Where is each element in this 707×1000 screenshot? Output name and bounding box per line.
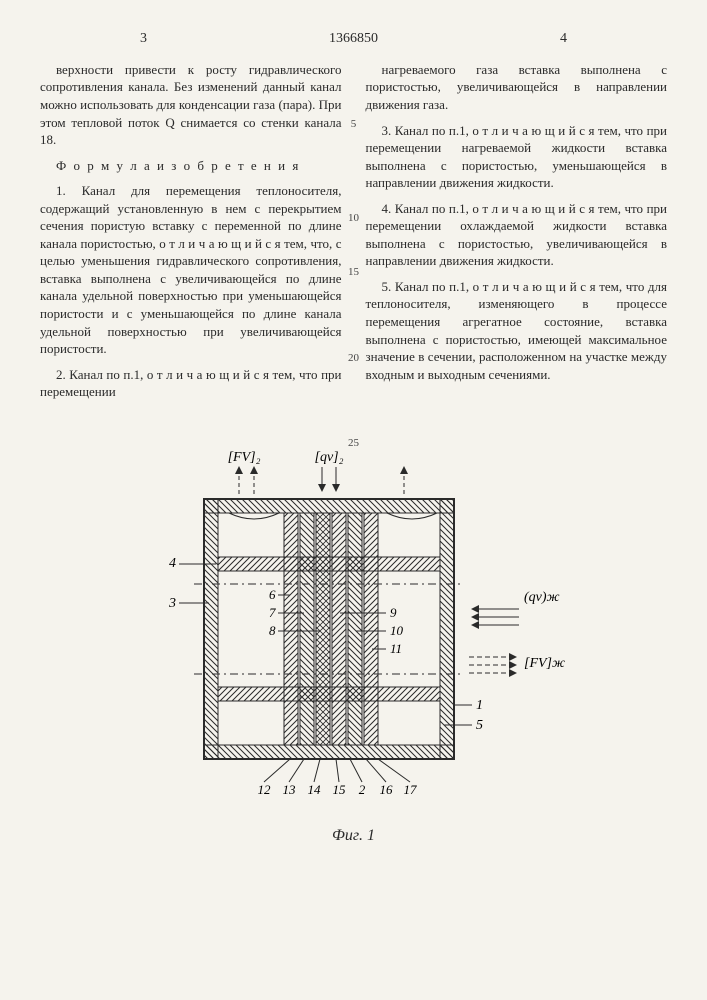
claim-5: 5. Канал по п.1, о т л и ч а ю щ и й с я… bbox=[366, 278, 668, 383]
callout-11: 11 bbox=[390, 641, 402, 656]
figure-caption: Фиг. 1 bbox=[40, 825, 667, 847]
paragraph: верхности привести к росту гидравлическо… bbox=[40, 61, 342, 149]
callout-bottom: 17 bbox=[403, 782, 417, 797]
callout-3: 3 bbox=[168, 596, 176, 611]
claim-4: 4. Канал по п.1, о т л и ч а ю щ и й с я… bbox=[366, 200, 668, 270]
figure-1: [FV]₂ [qv]₂ bbox=[40, 439, 667, 847]
figure-svg: [FV]₂ [qv]₂ bbox=[104, 439, 604, 819]
callout-9: 9 bbox=[390, 605, 397, 620]
callout-10: 10 bbox=[390, 623, 404, 638]
line-number: 25 bbox=[348, 436, 359, 451]
page-number-left: 3 bbox=[140, 30, 147, 49]
label-fv-zh: [FV]ж bbox=[524, 656, 565, 671]
callout-bottom: 12 bbox=[257, 782, 271, 797]
callout-bottom: 13 bbox=[282, 782, 296, 797]
paragraph: нагреваемого газа вставка выполнена с по… bbox=[366, 61, 668, 114]
callout-7: 7 bbox=[269, 605, 276, 620]
page-header: 3 1366850 4 bbox=[40, 30, 667, 49]
callout-8: 8 bbox=[269, 623, 276, 638]
line-number: 10 bbox=[348, 211, 359, 226]
label-qv2: [qv]₂ bbox=[314, 450, 343, 465]
callout-5: 5 bbox=[476, 718, 483, 733]
callout-4: 4 bbox=[169, 556, 176, 571]
label-fv2: [FV]₂ bbox=[227, 450, 260, 465]
line-number: 15 bbox=[348, 265, 359, 280]
text-body: 5 10 15 20 25 верхности привести к росту… bbox=[40, 61, 667, 409]
left-column: верхности привести к росту гидравлическо… bbox=[40, 61, 342, 409]
callout-1: 1 bbox=[476, 698, 483, 713]
claim-3: 3. Канал по п.1, о т л и ч а ю щ и й с я… bbox=[366, 122, 668, 192]
callout-bottom: 16 bbox=[379, 782, 393, 797]
callout-bottom: 15 bbox=[332, 782, 346, 797]
claim-2: 2. Канал по п.1, о т л и ч а ю щ и й с я… bbox=[40, 366, 342, 401]
page-number-right: 4 bbox=[560, 30, 567, 49]
callout-bottom: 14 bbox=[307, 782, 321, 797]
claim-1: 1. Канал для перемещения теплоносителя, … bbox=[40, 182, 342, 357]
line-number: 20 bbox=[348, 351, 359, 366]
label-qv-zh: (qv)ж bbox=[524, 590, 560, 605]
patent-number: 1366850 bbox=[329, 30, 378, 49]
callout-bottom: 2 bbox=[358, 782, 365, 797]
line-number: 5 bbox=[351, 117, 357, 132]
callout-6: 6 bbox=[269, 587, 276, 602]
formula-header: Ф о р м у л а и з о б р е т е н и я bbox=[40, 157, 342, 175]
right-column: нагреваемого газа вставка выполнена с по… bbox=[366, 61, 668, 409]
